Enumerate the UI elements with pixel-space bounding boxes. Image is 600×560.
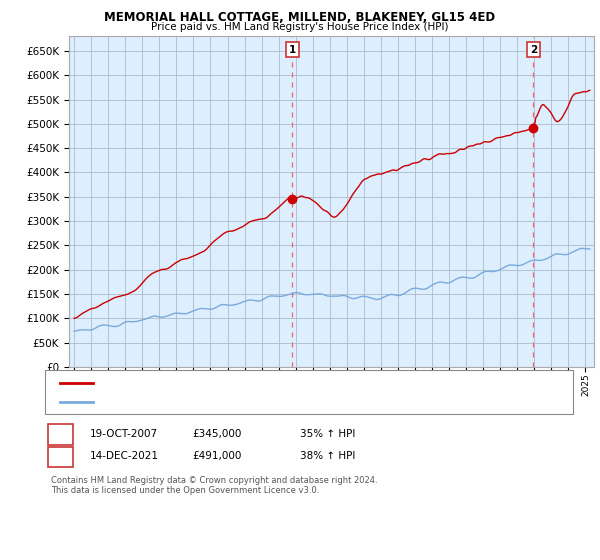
Text: £491,000: £491,000 bbox=[192, 451, 241, 461]
Text: Price paid vs. HM Land Registry's House Price Index (HPI): Price paid vs. HM Land Registry's House … bbox=[151, 22, 449, 32]
Text: £345,000: £345,000 bbox=[192, 429, 241, 439]
Text: HPI: Average price, detached house, Forest of Dean: HPI: Average price, detached house, Fore… bbox=[99, 397, 344, 407]
Text: 1: 1 bbox=[289, 45, 296, 55]
Text: 19-OCT-2007: 19-OCT-2007 bbox=[90, 429, 158, 439]
Text: 1: 1 bbox=[57, 429, 64, 439]
Text: 14-DEC-2021: 14-DEC-2021 bbox=[90, 451, 159, 461]
Text: MEMORIAL HALL COTTAGE, MILLEND, BLAKENEY, GL15 4ED: MEMORIAL HALL COTTAGE, MILLEND, BLAKENEY… bbox=[104, 11, 496, 24]
Text: MEMORIAL HALL COTTAGE, MILLEND, BLAKENEY, GL15 4ED (detached house): MEMORIAL HALL COTTAGE, MILLEND, BLAKENEY… bbox=[99, 379, 466, 388]
Text: 2: 2 bbox=[57, 451, 64, 461]
Text: 38% ↑ HPI: 38% ↑ HPI bbox=[300, 451, 355, 461]
Text: 35% ↑ HPI: 35% ↑ HPI bbox=[300, 429, 355, 439]
Text: 2: 2 bbox=[530, 45, 537, 55]
Text: Contains HM Land Registry data © Crown copyright and database right 2024.
This d: Contains HM Land Registry data © Crown c… bbox=[51, 476, 377, 496]
